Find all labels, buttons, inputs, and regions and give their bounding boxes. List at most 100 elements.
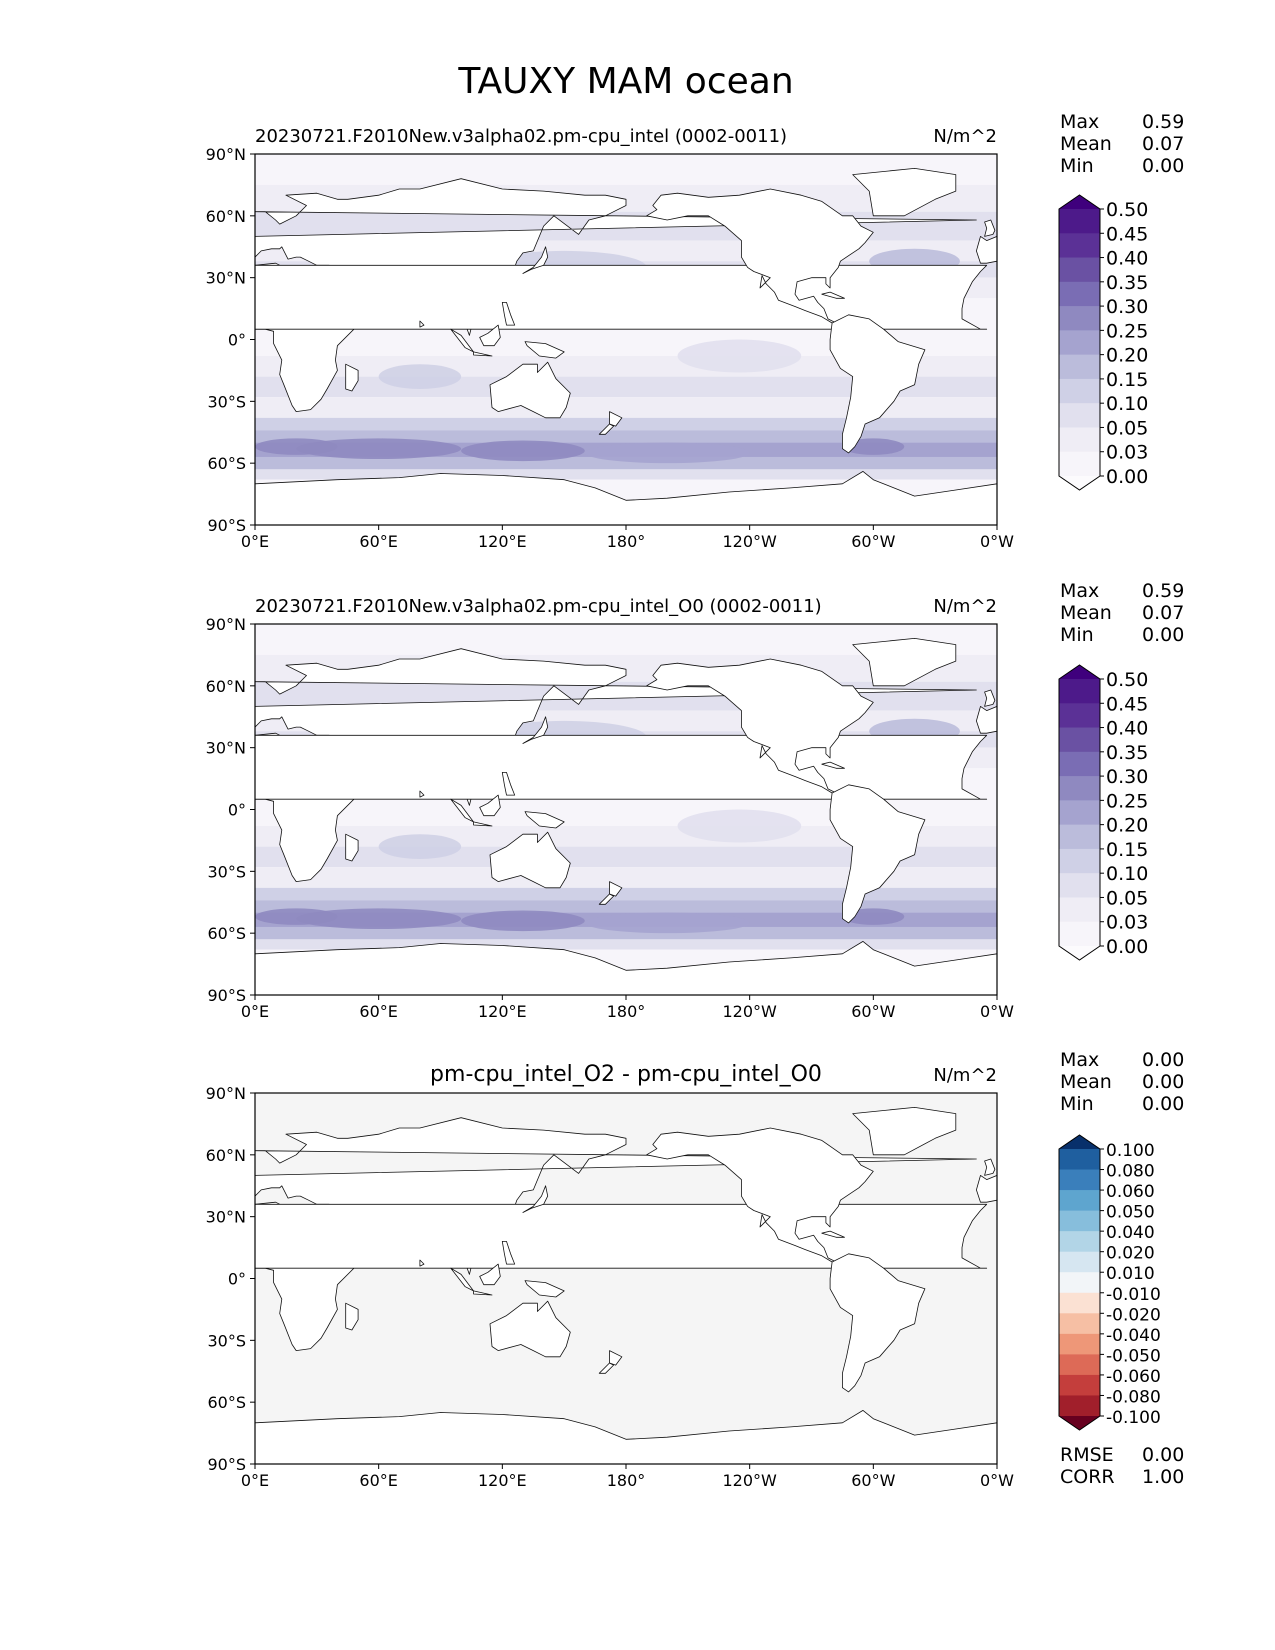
y-tick-label: 0° [228,331,246,350]
x-tick-label: 180° [607,532,646,551]
colorbar-extend-max [1059,195,1100,209]
land-outline [255,1410,997,1464]
map-area [255,1093,997,1464]
x-tick-label: 120°E [478,1002,527,1021]
colorbar-segment [1059,921,1100,947]
map-area [255,624,997,995]
colorbar-label: 0.03 [1106,912,1148,934]
contour-blob [255,908,338,925]
land-outline [345,833,359,862]
contour-band [255,867,997,888]
colorbar-segment [1059,281,1100,307]
colorbar-label: 0.25 [1106,320,1148,342]
colorbar-label: 0.05 [1106,417,1148,439]
colorbar-label: 0.45 [1106,693,1148,715]
land-outline [489,1300,571,1358]
colorbar-label: 0.30 [1106,296,1148,318]
colorbar-label: 0.05 [1106,887,1148,909]
land-outline [255,264,988,330]
colorbar-extend-max [1059,1135,1100,1149]
contour-blob [584,912,750,934]
land-outline [479,1263,501,1286]
colorbar-extend-min [1059,476,1100,490]
colorbar-label: 0.40 [1106,718,1148,740]
y-tick-label: 90°N [206,615,246,634]
colorbar: 0.1000.0800.0600.0500.0400.0200.010-0.01… [1058,1134,1161,1431]
x-tick-label: 120°E [478,1471,527,1490]
contour-band [255,887,997,901]
land-outline [821,761,845,769]
contour-blob [296,908,462,930]
land-outline [522,716,549,744]
colorbar-segment [1059,1395,1100,1417]
colorbar-segment [1059,1251,1100,1273]
land-outline [852,638,957,687]
land-outline [984,1158,996,1176]
stat-value-min: 0.00 [1142,624,1184,646]
land-outline [646,188,874,324]
colorbar-label: 0.45 [1106,223,1148,245]
y-tick-label: 0° [228,801,246,820]
y-tick-label: 30°N [206,1208,246,1227]
colorbar-segment [1059,209,1100,234]
colorbar-label: 0.050 [1106,1203,1155,1223]
x-tick-label: 120°E [478,532,527,551]
x-tick-label: 0°E [241,1002,269,1021]
colorbar-label: 0.00 [1106,936,1148,958]
y-tick-label: 30°S [207,862,246,881]
contour-blob [378,364,462,389]
x-tick-label: 120°W [722,532,777,551]
land-outline [419,790,425,798]
map-panel-2: 20230721.F2010New.v3alpha02.pm-cpu_intel… [206,580,1185,1021]
stat-value-rmse: 0.00 [1142,1444,1184,1466]
land-outline [489,361,571,419]
colorbar-label: 0.00 [1106,466,1148,488]
colorbar-segment [1059,703,1100,729]
contour-band [255,939,997,950]
land-outline [473,351,493,357]
land-outline [255,470,997,525]
land-outline [524,341,565,359]
land-outline [646,1127,874,1263]
map-panel-1: 20230721.F2010New.v3alpha02.pm-cpu_intel… [206,111,1185,551]
stat-value-mean: 0.00 [1142,1071,1184,1093]
stat-value-max: 0.59 [1142,580,1184,602]
land-outline [598,893,614,905]
contour-blob [378,834,462,859]
stat-label-mean: Mean [1060,602,1112,624]
colorbar-label: 0.03 [1106,442,1148,464]
stat-label-corr: CORR [1060,1466,1115,1488]
panel-title: 20230721.F2010New.v3alpha02.pm-cpu_intel… [255,126,787,147]
stat-value-max: 0.59 [1142,111,1184,133]
land-outline [419,1259,425,1267]
colorbar-segment [1059,1149,1100,1171]
colorbar-segment [1059,330,1100,356]
colorbar-label: -0.010 [1106,1285,1161,1305]
contour-blob [461,910,585,932]
colorbar-label: -0.060 [1106,1367,1161,1387]
x-tick-label: 60°W [851,1471,895,1490]
contour-band [255,469,997,480]
x-tick-label: 180° [607,1471,646,1490]
land-outline [598,423,614,435]
x-tick-label: 60°E [359,1471,397,1490]
land-outline [479,324,501,347]
colorbar-segment [1059,378,1100,404]
contour-band [255,417,997,431]
land-outline [609,411,623,427]
land-outline [984,689,996,707]
contour-band [255,926,997,940]
x-tick-label: 0°W [980,532,1014,551]
x-tick-label: 120°W [722,1471,777,1490]
colorbar-label: 0.040 [1106,1223,1155,1243]
land-outline [419,320,425,328]
contour-band [255,430,997,443]
units-label: N/m^2 [933,1065,997,1086]
land-outline [609,881,623,897]
colorbar-segment [1059,873,1100,898]
x-tick-label: 0°E [241,532,269,551]
land-outline [609,1350,623,1366]
x-tick-label: 60°E [359,1002,397,1021]
colorbar-label: -0.050 [1106,1346,1161,1366]
land-outline [522,246,549,274]
